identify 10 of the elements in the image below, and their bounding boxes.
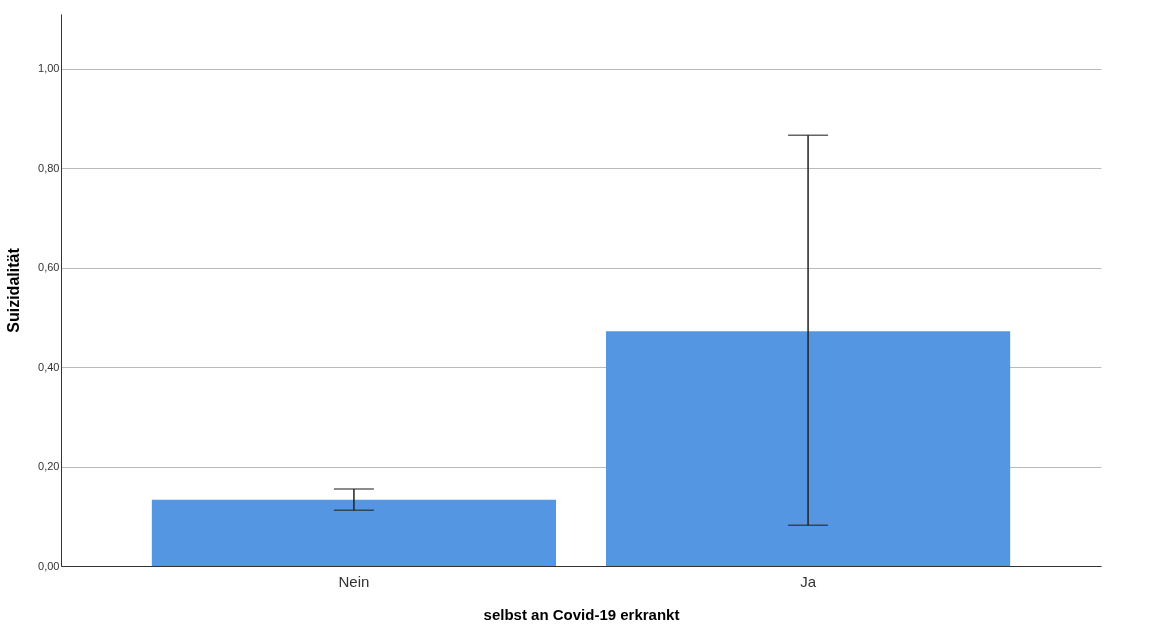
- y-tick-label: 0,20: [38, 460, 60, 473]
- y-tick-label: 0,00: [38, 559, 60, 572]
- y-axis-title: Suizidalität: [5, 247, 23, 333]
- y-tick-label: 0,60: [38, 261, 60, 274]
- y-tick-label: 0,40: [38, 360, 60, 373]
- y-tick-label: 1,00: [38, 62, 60, 75]
- x-axis-title: selbst an Covid-19 erkrankt: [483, 605, 680, 623]
- x-tick-label: Ja: [800, 572, 817, 590]
- x-tick-label: Nein: [338, 572, 370, 590]
- y-tick-label: 0,80: [38, 161, 60, 174]
